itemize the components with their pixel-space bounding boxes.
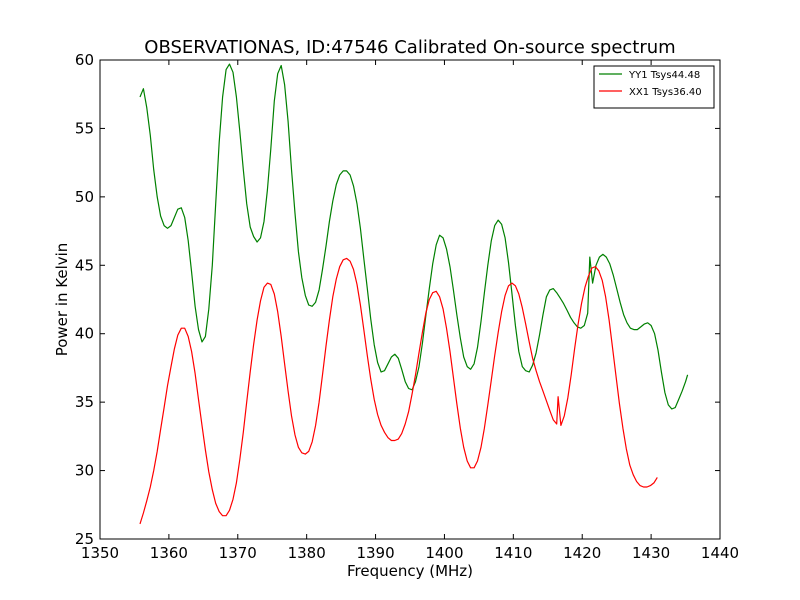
y-tick-label: 50 bbox=[75, 188, 94, 206]
x-tick-label: 1400 bbox=[425, 544, 463, 562]
x-tick-label: 1350 bbox=[81, 544, 119, 562]
x-axis-label: Frequency (MHz) bbox=[347, 562, 473, 580]
x-tick-label: 1380 bbox=[288, 544, 326, 562]
chart-title: OBSERVATIONAS, ID:47546 Calibrated On-so… bbox=[144, 37, 675, 58]
y-tick-label: 60 bbox=[75, 51, 94, 69]
x-tick-label: 1370 bbox=[219, 544, 257, 562]
x-tick-label: 1410 bbox=[494, 544, 532, 562]
y-axis-label: Power in Kelvin bbox=[53, 243, 71, 357]
y-tick-label: 30 bbox=[75, 462, 94, 480]
legend-box bbox=[593, 65, 715, 109]
x-tick-label: 1420 bbox=[563, 544, 601, 562]
x-tick-label: 1360 bbox=[150, 544, 188, 562]
legend-label: YY1 Tsys44.48 bbox=[628, 70, 700, 81]
x-tick-label: 1440 bbox=[701, 544, 739, 562]
series-line-2 bbox=[139, 257, 658, 525]
plot-frame bbox=[99, 59, 721, 540]
y-tick-label: 35 bbox=[75, 393, 94, 411]
x-tick-label: 1390 bbox=[356, 544, 394, 562]
y-tick-label: 25 bbox=[75, 530, 94, 548]
plot-area bbox=[139, 63, 689, 525]
series-line-1 bbox=[139, 63, 689, 410]
x-tick-label: 1430 bbox=[632, 544, 670, 562]
y-tick-label: 45 bbox=[75, 256, 94, 274]
y-tick-label: 40 bbox=[75, 325, 94, 343]
legend: YY1 Tsys44.48 XX1 Tsys36.40 bbox=[593, 65, 715, 109]
axes: 1350 1360 1370 1380 1390 1400 1410 1420 1430 1440… bbox=[75, 51, 739, 562]
y-tick-label: 55 bbox=[75, 119, 94, 137]
legend-label: XX1 Tsys36.40 bbox=[629, 87, 702, 98]
